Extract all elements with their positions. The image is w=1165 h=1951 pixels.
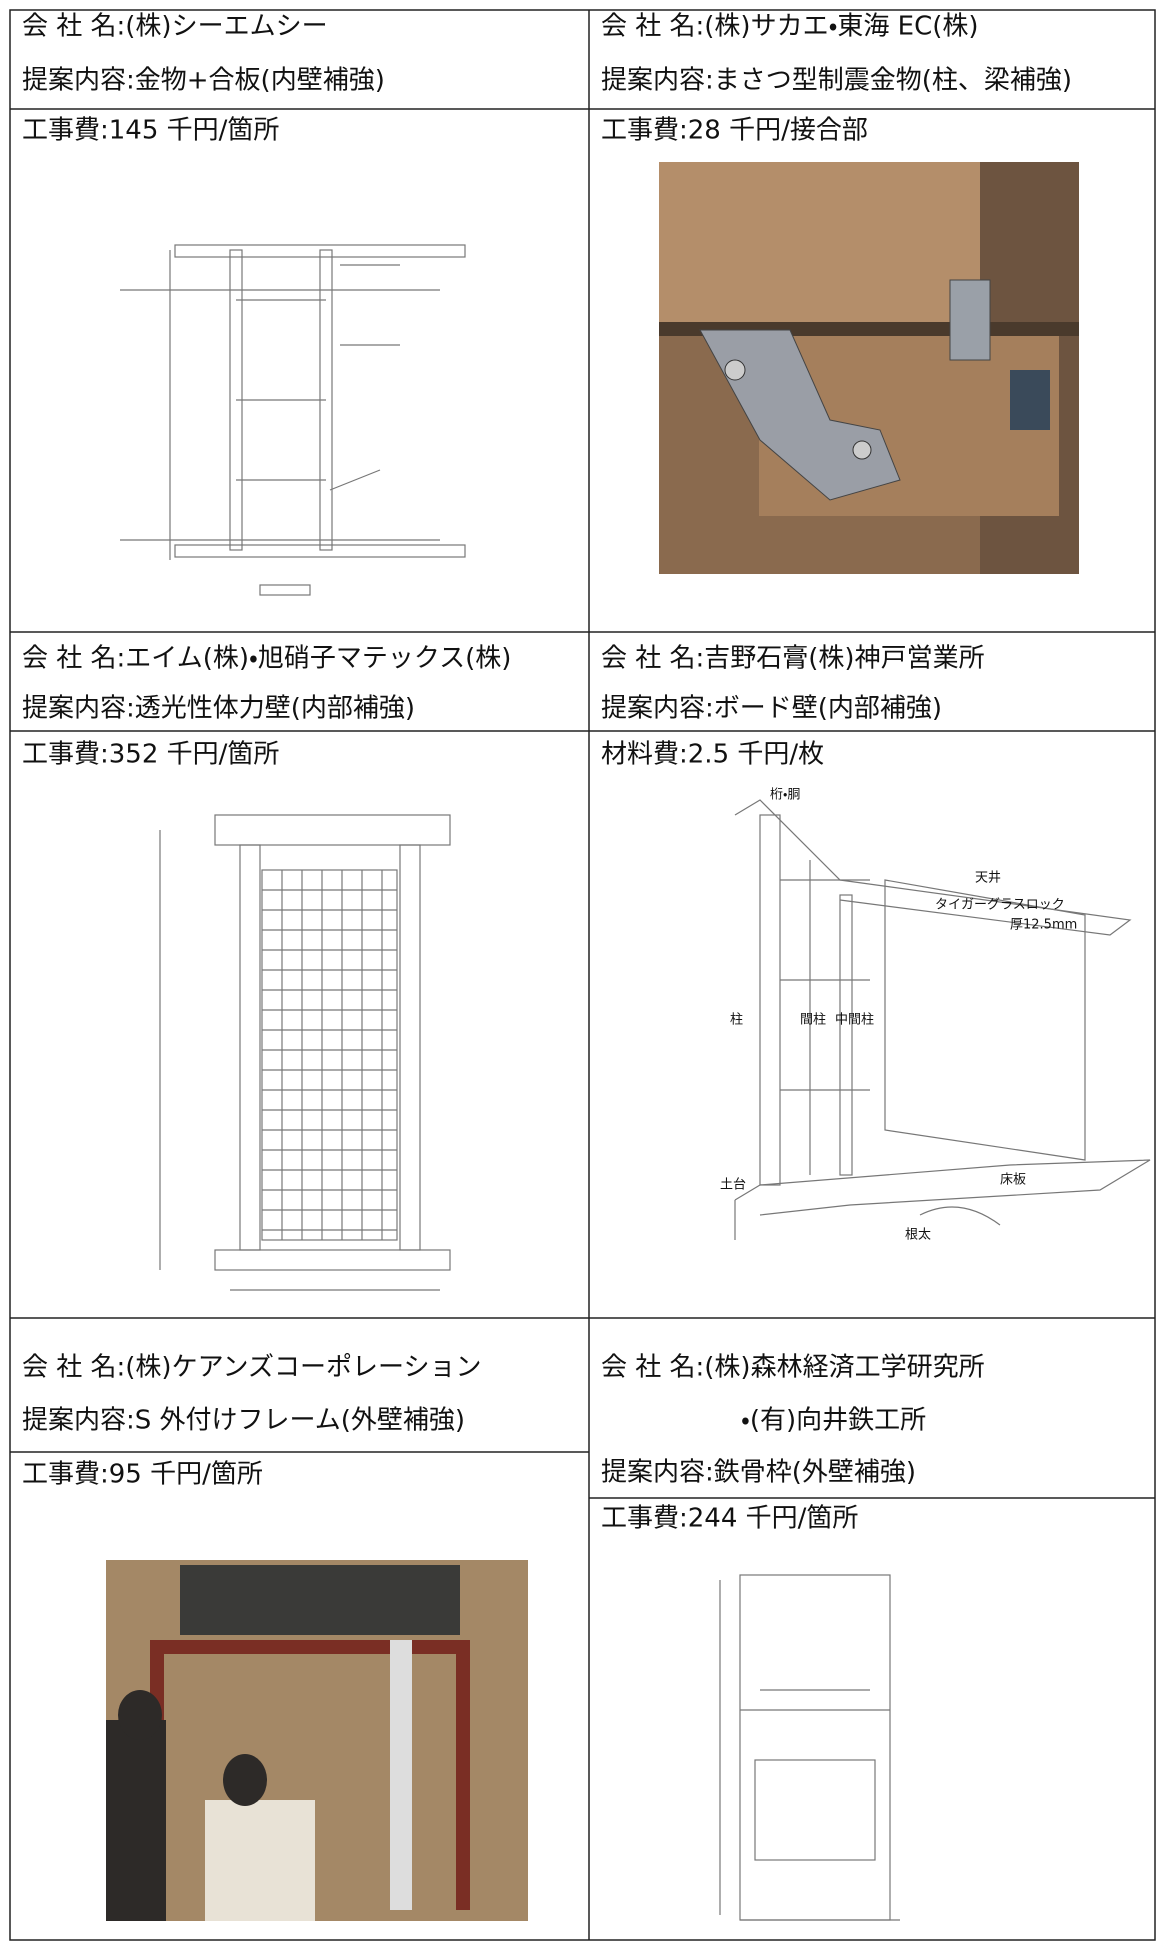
drawing-3 xyxy=(159,814,451,1291)
figure-label: 土台 xyxy=(720,1177,746,1193)
company-name: 会 社 名:エイム(株)・旭硝子マテックス(株) xyxy=(22,644,511,674)
figure-label: 根太 xyxy=(905,1228,931,1243)
figure-label: 床板 xyxy=(1000,1173,1026,1188)
company-name: 会 社 名:(株)森林経済工学研究所 xyxy=(601,1353,985,1383)
drawing-4 xyxy=(734,799,1151,1240)
figure-label: 天井 xyxy=(975,871,1001,886)
drawing-1 xyxy=(120,244,466,596)
company-name: 会 社 名:(株)サカエ・東海 EC(株) xyxy=(601,12,979,42)
cost: 工事費:145 千円/箇所 xyxy=(22,116,279,146)
company-name: 会 社 名:吉野石膏(株)神戸営業所 xyxy=(601,644,985,674)
cost: 工事費:244 千円/箇所 xyxy=(601,1504,858,1534)
company-name: 会 社 名:(株)ケアンズコーポレーション xyxy=(22,1353,482,1383)
figure-label: 厚12.5mm xyxy=(1010,918,1077,933)
photo-5 xyxy=(106,1560,528,1921)
proposal: 提案内容:ボード壁(内部補強) xyxy=(601,694,942,724)
drawing-6 xyxy=(719,1574,900,1921)
cost: 工事費:28 千円/接合部 xyxy=(601,116,868,146)
proposal: 提案内容:S 外付けフレーム(外壁補強) xyxy=(22,1406,465,1436)
table-grid xyxy=(9,9,1156,1941)
figure-label: 桁・胴 xyxy=(770,788,800,803)
figure-label: 中間柱 xyxy=(835,1013,874,1028)
figure-label: 柱 xyxy=(730,1013,743,1028)
proposal: 提案内容:金物+合板(内壁補強) xyxy=(22,66,385,96)
cost: 材料費:2.5 千円/枚 xyxy=(601,740,824,770)
cost: 工事費:95 千円/箇所 xyxy=(22,1460,263,1490)
cost: 工事費:352 千円/箇所 xyxy=(22,740,279,770)
figure-label: タイガーグラスロック xyxy=(935,898,1065,913)
figure-label: 間柱 xyxy=(800,1013,826,1028)
company-name: ・(有)向井鉄工所 xyxy=(741,1406,926,1436)
company-name: 会 社 名:(株)シーエムシー xyxy=(22,12,328,42)
proposal: 提案内容:鉄骨枠(外壁補強) xyxy=(601,1458,916,1488)
proposal: 提案内容:透光性体力壁(内部補強) xyxy=(22,694,415,724)
proposal: 提案内容:まさつ型制震金物(柱、梁補強) xyxy=(601,66,1072,96)
photo-2 xyxy=(659,162,1079,574)
